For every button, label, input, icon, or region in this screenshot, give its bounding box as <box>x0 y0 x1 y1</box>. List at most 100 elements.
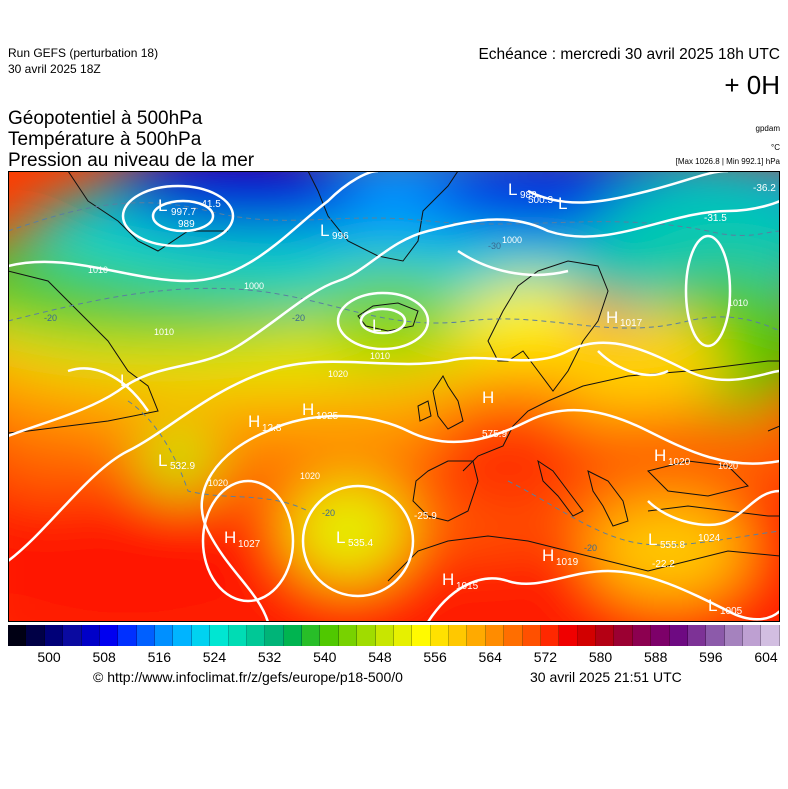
temp-label-3: -20 <box>292 313 305 323</box>
color-scale-tick: 580 <box>588 649 613 665</box>
weather-map: L 997.7 989 L 996 L 988 500.3 L L 1005 H… <box>8 171 780 622</box>
color-swatch <box>485 625 505 646</box>
color-scale-tick: 572 <box>533 649 558 665</box>
pressure-center-low-7: L <box>336 528 345 547</box>
color-swatch <box>522 625 541 646</box>
color-swatch <box>357 625 376 646</box>
color-swatch <box>265 625 284 646</box>
unit-celsius: °C <box>771 143 780 152</box>
pressure-center-low-6: L <box>648 530 657 549</box>
pressure-value-14: 535.4 <box>348 538 373 549</box>
isobar-label-6: 1020 <box>300 471 320 481</box>
temp-label-5: -20 <box>322 508 335 518</box>
color-scale-tick: 548 <box>368 649 392 665</box>
color-swatch <box>467 625 486 646</box>
pressure-value-3: 996 <box>332 231 349 242</box>
color-scale-tick: 508 <box>92 649 116 665</box>
pressure-value-1: 997.7 <box>171 207 196 218</box>
color-scale-tick: 516 <box>147 649 171 665</box>
color-scale-tick: 500 <box>37 649 61 665</box>
color-swatch <box>651 625 670 646</box>
color-swatch <box>743 625 762 646</box>
pressure-center-low-3: L <box>508 180 517 199</box>
color-swatch <box>155 625 174 646</box>
pressure-value-12: 1020 <box>668 457 691 468</box>
pressure-value-2: 989 <box>178 219 195 230</box>
color-swatch <box>430 625 449 646</box>
pressure-value-4: 988 <box>520 190 537 201</box>
color-swatch <box>632 625 652 646</box>
color-swatch <box>504 625 523 646</box>
pressure-value-9: 1027 <box>238 539 261 550</box>
color-scale-tick: 596 <box>699 649 723 665</box>
pressure-value-17: 575.9 <box>482 429 507 440</box>
pressure-value-11: 1019 <box>556 557 579 568</box>
pressure-value-8: 1025 <box>316 411 339 422</box>
color-swatch <box>449 625 468 646</box>
isobar-label-2: 1000 <box>502 235 522 245</box>
color-swatch <box>338 625 358 646</box>
color-scale-bar <box>8 625 780 646</box>
generated-timestamp: 30 avril 2025 21:51 UTC <box>530 669 682 685</box>
color-swatch <box>393 625 413 646</box>
pressure-center-low-1: L <box>158 196 167 215</box>
color-swatch <box>283 625 302 646</box>
color-swatch <box>706 625 725 646</box>
title-pressure: Pression au niveau de la mer <box>8 150 255 171</box>
pressure-value-5: 500.3 <box>528 195 553 206</box>
isobar-label-10: 1020 <box>718 461 738 471</box>
echeance-label: Echéance : mercredi 30 avril 2025 18h UT… <box>478 46 780 63</box>
pressure-center-high-4: H <box>442 570 454 589</box>
pressure-value-16: 12.8 <box>262 423 282 434</box>
color-swatch <box>118 625 137 646</box>
color-swatch <box>173 625 192 646</box>
color-swatch <box>596 625 615 646</box>
pressure-center-low-10: L <box>120 371 129 390</box>
color-swatch <box>246 625 266 646</box>
color-scale-tick: 556 <box>423 649 447 665</box>
pressure-value-15: 532.9 <box>170 461 195 472</box>
color-swatch <box>540 625 560 646</box>
color-swatch <box>320 625 339 646</box>
color-swatch <box>8 625 27 646</box>
run-label: Run GEFS (perturbation 18) <box>8 46 159 60</box>
temp-label-8: -25.9 <box>414 511 437 522</box>
map-canvas: L 997.7 989 L 996 L 988 500.3 L L 1005 H… <box>8 171 780 622</box>
color-swatch <box>136 625 155 646</box>
color-swatch <box>577 625 596 646</box>
minmax-pressure: [Max 1026.8 | Min 992.1] hPa <box>675 157 780 166</box>
color-swatch <box>614 625 633 646</box>
color-swatch <box>99 625 119 646</box>
pressure-center-low-4: L <box>558 194 567 213</box>
color-scale-tick: 532 <box>257 649 282 665</box>
pressure-center-high-3: H <box>224 528 236 547</box>
run-date: 30 avril 2025 18Z <box>8 62 101 76</box>
temp-label-10: -31.5 <box>704 213 727 224</box>
temp-label-2: -30 <box>488 241 501 251</box>
color-swatch <box>228 625 247 646</box>
color-scale-tick: 564 <box>478 649 502 665</box>
color-swatch <box>724 625 743 646</box>
pressure-value-13: 555.8 <box>660 540 685 551</box>
color-swatch <box>412 625 431 646</box>
color-swatch <box>210 625 229 646</box>
temp-label-7: -22.2 <box>652 559 675 570</box>
color-swatch <box>302 625 321 646</box>
color-swatch <box>761 625 780 646</box>
pressure-center-high-6: H <box>654 446 666 465</box>
color-swatch <box>44 625 64 646</box>
temp-label-9: -41.5 <box>198 199 221 210</box>
color-swatch <box>687 625 707 646</box>
isobar-label-5: 1020 <box>208 478 228 488</box>
isobar-label-8: 1000 <box>244 281 264 291</box>
pressure-value-6: 1005 <box>720 606 743 617</box>
isobar-label-4: 1010 <box>154 327 174 337</box>
color-scale-tick: 524 <box>202 649 227 665</box>
isobar-label-9: 1010 <box>728 298 748 308</box>
color-scale-tick: 604 <box>754 649 778 665</box>
pressure-center-high-7: H <box>248 412 260 431</box>
color-swatch <box>375 625 394 646</box>
lead-time: + 0H <box>724 70 780 100</box>
color-scale-tick: 540 <box>313 649 337 665</box>
color-scale-tick: 588 <box>644 649 668 665</box>
